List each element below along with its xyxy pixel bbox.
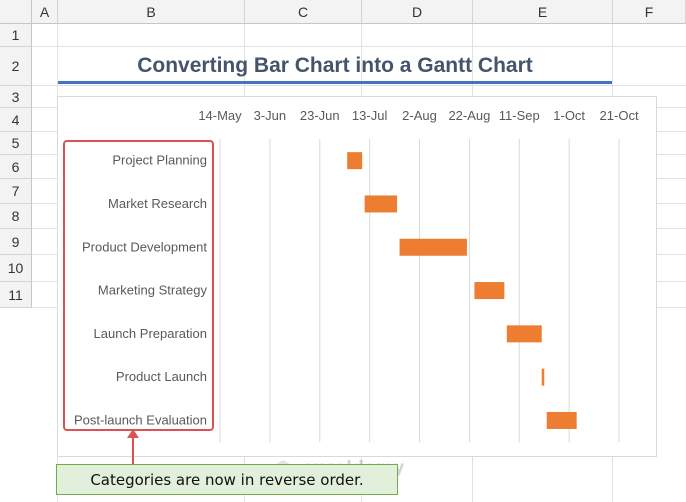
row-header[interactable]: 8 <box>0 204 32 229</box>
x-tick-label: 23-Jun <box>300 108 340 123</box>
x-tick-label: 21-Oct <box>600 108 639 123</box>
gantt-bar[interactable] <box>347 152 363 170</box>
row-header[interactable]: 7 <box>0 179 32 204</box>
title-underline <box>58 81 612 84</box>
category-label: Product Launch <box>116 369 207 384</box>
row-header[interactable]: 9 <box>0 229 32 255</box>
row-header[interactable]: 1 <box>0 24 32 47</box>
callout-arrow-head <box>127 429 139 438</box>
column-header[interactable]: D <box>362 0 473 24</box>
gantt-chart-plot: 14-May 3-Jun 23-Jun 13-Jul 2-Aug 22-Aug 11-Sep… <box>74 108 639 443</box>
category-label: Product Development <box>82 239 207 254</box>
column-header[interactable]: E <box>473 0 613 24</box>
category-label: Marketing Strategy <box>98 283 208 298</box>
cell-gridline <box>32 85 686 86</box>
gantt-bar[interactable] <box>506 325 542 343</box>
cell-gridline <box>32 46 686 47</box>
category-label: Post-launch Evaluation <box>74 412 207 427</box>
row-header[interactable]: 6 <box>0 155 32 179</box>
gantt-bar[interactable] <box>399 238 467 256</box>
gantt-bar[interactable] <box>364 195 398 213</box>
category-highlight-box <box>63 140 214 431</box>
x-tick-label: 3-Jun <box>254 108 287 123</box>
gantt-bar[interactable] <box>474 282 505 300</box>
x-tick-label: 2-Aug <box>402 108 437 123</box>
category-label: Market Research <box>108 196 207 211</box>
row-header[interactable]: 11 <box>0 282 32 308</box>
category-label: Project Planning <box>112 153 207 168</box>
gantt-chart[interactable]: 14-May 3-Jun 23-Jun 13-Jul 2-Aug 22-Aug 11-Sep… <box>57 96 657 457</box>
callout-arrow <box>132 436 134 464</box>
column-header[interactable]: C <box>245 0 362 24</box>
column-header[interactable]: A <box>32 0 58 24</box>
row-header[interactable]: 5 <box>0 132 32 155</box>
row-header[interactable]: 3 <box>0 86 32 108</box>
callout-note: Categories are now in reverse order. <box>56 464 398 495</box>
select-all-corner[interactable] <box>0 0 32 24</box>
x-tick-label: 11-Sep <box>499 108 540 123</box>
x-tick-label: 22-Aug <box>448 108 490 123</box>
column-header[interactable]: F <box>613 0 686 24</box>
row-header[interactable]: 4 <box>0 108 32 132</box>
x-tick-label: 1-Oct <box>553 108 585 123</box>
gantt-bar[interactable] <box>541 368 545 386</box>
gantt-bar[interactable] <box>546 411 577 429</box>
row-header[interactable]: 2 <box>0 47 32 86</box>
category-label: Launch Preparation <box>94 326 207 341</box>
sheet-title: Converting Bar Chart into a Gantt Chart <box>137 54 533 77</box>
row-header[interactable]: 10 <box>0 255 32 282</box>
x-tick-label: 14-May <box>198 108 242 123</box>
column-header[interactable]: B <box>58 0 245 24</box>
x-tick-label: 13-Jul <box>352 108 388 123</box>
